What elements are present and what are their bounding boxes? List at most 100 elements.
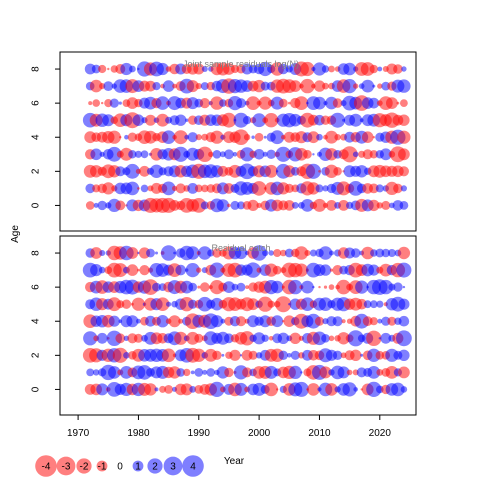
residual-bubble xyxy=(251,135,255,139)
legend-label: 2 xyxy=(152,462,158,473)
residual-bubble xyxy=(366,330,382,346)
residual-bubble xyxy=(258,96,272,110)
residual-bubble xyxy=(160,245,177,261)
residual-bubble xyxy=(197,285,201,289)
residual-bubble xyxy=(174,331,188,345)
residual-bubble xyxy=(264,113,279,128)
residual-bubble xyxy=(144,130,157,144)
residual-bubble xyxy=(400,99,408,107)
residual-bubble xyxy=(195,134,202,141)
residual-bubble xyxy=(328,284,335,290)
residual-bubble xyxy=(367,366,381,379)
residual-bubble xyxy=(201,184,209,193)
residual-bubble xyxy=(115,333,126,344)
residual-bubble xyxy=(196,267,202,273)
residual-bubble xyxy=(369,300,378,309)
residual-bubble xyxy=(307,131,320,144)
residual-bubble xyxy=(245,285,250,289)
residual-bubble xyxy=(101,101,104,105)
residual-bubble xyxy=(212,350,222,360)
residual-bubble xyxy=(300,78,315,94)
residual-bubble xyxy=(159,385,167,393)
residual-bubble xyxy=(124,134,129,140)
residual-bubble xyxy=(398,366,410,379)
residual-bubble xyxy=(137,268,140,272)
residual-bubble xyxy=(212,248,222,258)
panel-joint-sample-residuals: Joint sample residuals log(N) 0 2 4 6 8 xyxy=(31,51,417,232)
legend-label: -4 xyxy=(42,462,51,473)
y-tick-label: 0 xyxy=(31,386,42,392)
residual-bubble xyxy=(144,383,157,396)
residual-bubble xyxy=(386,97,398,109)
residual-bubble xyxy=(164,385,174,394)
residual-bubble xyxy=(234,382,248,396)
residual-bubble xyxy=(201,66,208,72)
residual-bubble xyxy=(128,150,137,159)
residual-bubble xyxy=(312,62,327,76)
residual-bubble xyxy=(113,263,128,278)
residual-bubble xyxy=(107,67,110,71)
residual-bubble xyxy=(210,130,224,144)
residual-bubble xyxy=(127,132,138,142)
residual-bubble xyxy=(270,130,285,145)
residual-bubble xyxy=(190,370,195,375)
residual-bubble xyxy=(379,148,392,161)
residual-bubble xyxy=(318,170,321,173)
residual-bubble xyxy=(315,184,324,193)
residual-bubble xyxy=(360,62,375,76)
residual-bubble xyxy=(175,264,186,276)
residual-bubble xyxy=(173,130,188,145)
residual-bubble xyxy=(401,66,407,72)
residual-bubble xyxy=(399,201,409,210)
legend-bubble xyxy=(56,456,76,476)
residual-bubble xyxy=(248,350,258,360)
residual-bubble xyxy=(284,200,295,211)
residual-bubble xyxy=(93,202,99,208)
residual-bubble xyxy=(330,112,346,128)
residual-bubble xyxy=(368,97,380,109)
x-axis: 1970 1980 1990 2000 2010 2020 xyxy=(67,414,392,439)
residual-bubble xyxy=(194,184,203,193)
residual-bubble xyxy=(326,200,337,211)
residual-bubble xyxy=(338,200,349,211)
residual-bubble xyxy=(325,148,338,161)
residual-bubble xyxy=(350,349,362,361)
x-tick-label: 2020 xyxy=(369,428,392,439)
residual-bubble xyxy=(156,113,170,127)
residual-bubble xyxy=(234,246,248,260)
residual-bubble xyxy=(125,181,140,196)
residual-bubble xyxy=(361,131,374,143)
residual-bubble xyxy=(161,130,176,144)
x-tick-label: 2010 xyxy=(308,428,331,439)
residual-bubble xyxy=(139,165,150,177)
residual-bubble xyxy=(372,84,376,88)
y-axis-ticks-top: 0 2 4 6 8 xyxy=(31,66,60,208)
residual-bubble xyxy=(152,82,161,91)
residual-bubble xyxy=(224,367,234,378)
residual-bubble xyxy=(188,299,198,309)
residual-bubble xyxy=(333,167,342,176)
residual-bubble xyxy=(140,150,149,159)
residual-bubble xyxy=(313,80,326,92)
residual-bubble xyxy=(200,282,210,292)
residual-bubble xyxy=(220,318,226,324)
residual-bubble xyxy=(96,383,109,396)
residual-bubble xyxy=(362,149,373,160)
residual-bubble xyxy=(115,200,126,211)
residual-bubble xyxy=(107,130,121,144)
residual-bubble xyxy=(199,98,210,109)
residual-bubble xyxy=(240,147,255,162)
residual-bubble xyxy=(352,151,359,158)
residual-bubble xyxy=(278,98,288,108)
residual-bubble xyxy=(316,133,323,141)
residual-bubble xyxy=(119,147,133,161)
residual-bubble xyxy=(300,61,315,77)
residual-bubble xyxy=(307,182,320,195)
residual-bubble xyxy=(290,350,300,360)
residual-bubble xyxy=(375,351,385,360)
residual-bubble xyxy=(224,149,234,160)
residual-bubble xyxy=(329,250,334,256)
residual-bubble xyxy=(362,316,373,327)
residual-bubble xyxy=(322,82,329,90)
residual-bubble xyxy=(258,61,273,77)
